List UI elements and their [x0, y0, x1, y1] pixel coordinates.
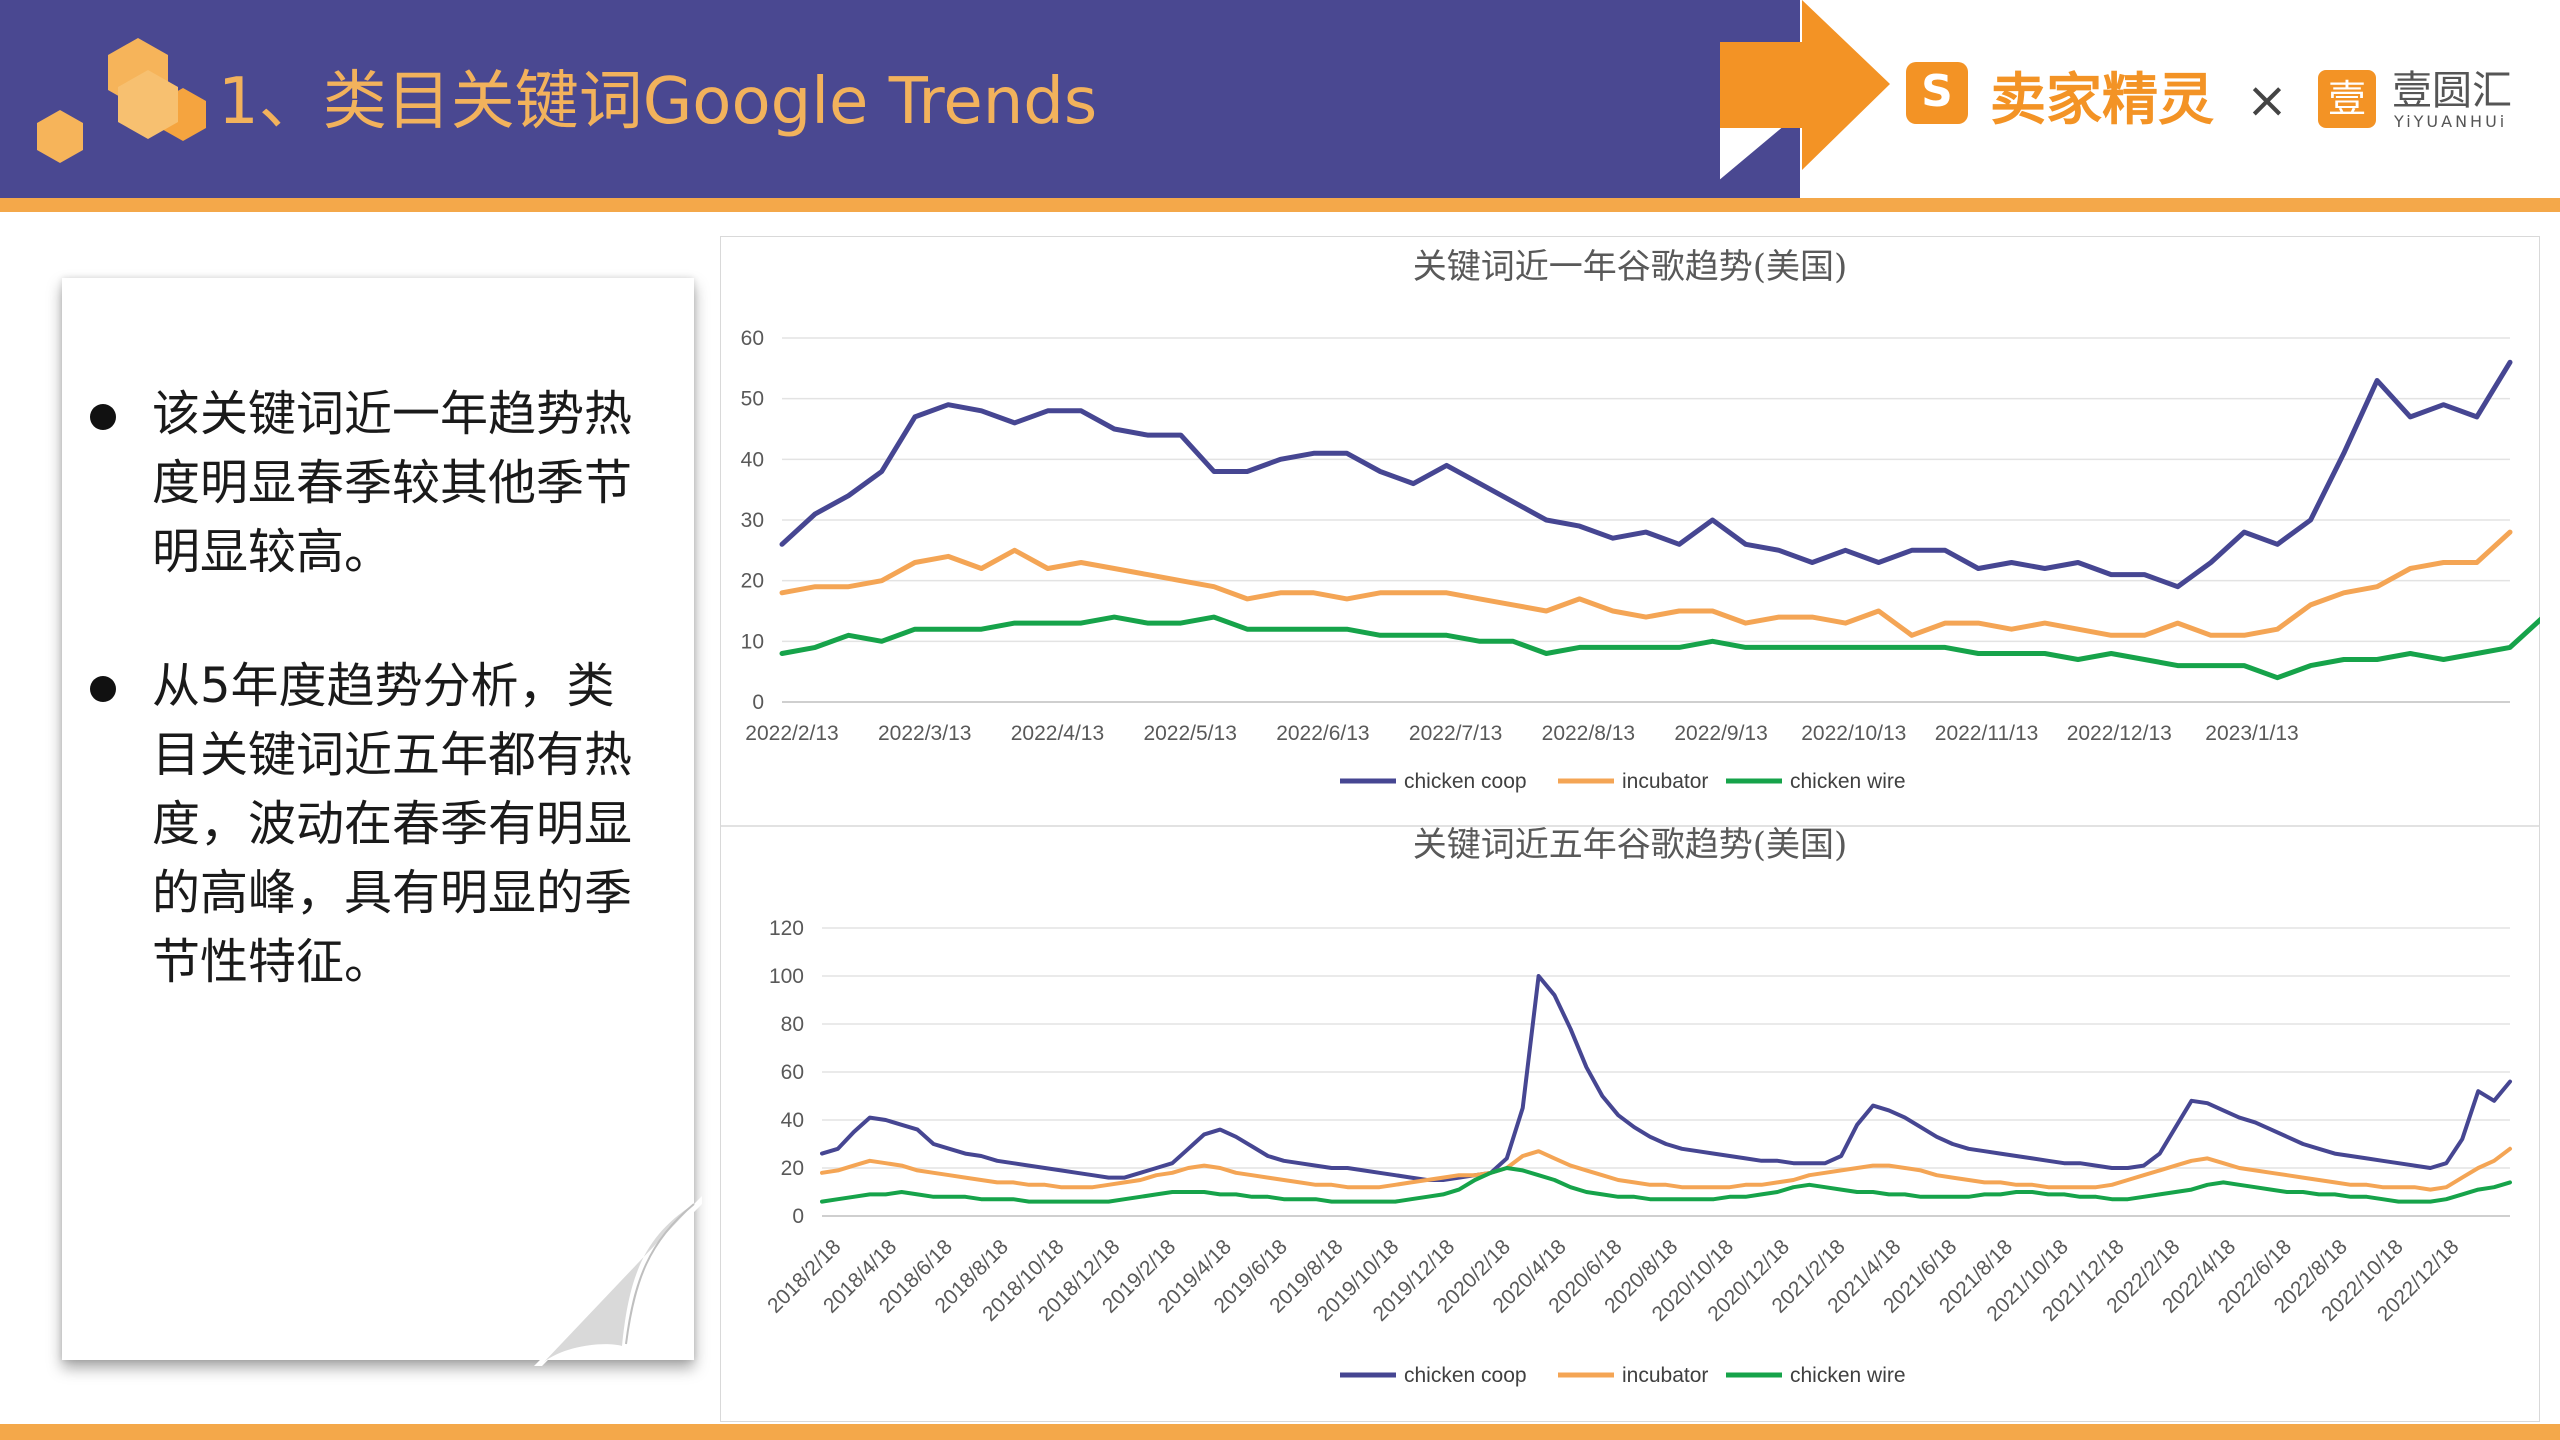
series-line — [779, 359, 2513, 590]
bullet-item: 从5年度趋势分析，类 目关键词近五年都有热 度，波动在春季有明显 的高峰，具有明显的季… — [90, 652, 650, 997]
y-tick-label: 100 — [769, 965, 804, 988]
bullet-text-line: 的高峰，具有明显的季 — [152, 865, 633, 921]
legend-label: chicken coop — [1404, 1364, 1527, 1387]
x-tick-label: 2022/7/13 — [1409, 722, 1502, 745]
y-tick-label: 50 — [741, 388, 764, 411]
series-line — [820, 974, 2512, 1182]
y-tick-label: 60 — [781, 1061, 804, 1084]
bullet-text-line: 从5年度趋势分析，类 — [152, 658, 615, 714]
charts-svg: 关键词近一年谷歌趋势(美国) 0 10 20 30 40 50 60 2022/2/13 2022… — [720, 247, 2540, 1387]
x-tick-label: 2022/2/13 — [745, 722, 838, 745]
legend-label: incubator — [1622, 1364, 1708, 1387]
bullet-text-line: 节性特征。 — [152, 934, 393, 990]
legend-label: chicken wire — [1790, 770, 1906, 793]
footer-accent-strip — [0, 1424, 2560, 1440]
x-tick-label: 2022/6/13 — [1276, 722, 1369, 745]
x-tick-label: 2022/10/13 — [1801, 722, 1906, 745]
series-line — [779, 529, 2513, 638]
bullet-text-line: 明显较高。 — [152, 524, 393, 580]
y-tick-label: 30 — [741, 509, 764, 532]
x-tick-label: 2022/4/13 — [1011, 722, 1104, 745]
y-tick-label: 10 — [741, 630, 764, 653]
x-tick-label: 2022/11/13 — [1935, 722, 2039, 745]
x-tick-label: 2023/1/13 — [2205, 722, 2298, 745]
bullet-dot-icon — [90, 404, 116, 430]
chart-title: 关键词近一年谷歌趋势(美国) — [1413, 247, 1848, 287]
x-tick-label: 2022/9/13 — [1674, 722, 1767, 745]
brand-icon-sellersprite — [1906, 62, 1968, 124]
bullet-item: 该关键词近一年趋势热 度明显春季较其他季节 明显较高。 — [90, 380, 650, 587]
bullet-dot-icon — [90, 676, 116, 702]
legend-label: incubator — [1622, 770, 1708, 793]
brand-secondary-name: 壹圆汇 — [2392, 68, 2512, 114]
y-tick-label: 0 — [792, 1205, 804, 1228]
brand-cross: × — [2246, 71, 2288, 129]
brand-primary-name: 卖家精灵 — [1990, 68, 2214, 133]
brand-secondary-sub: YiYUANHUi — [2394, 112, 2508, 131]
x-tick-label: 2022/8/13 — [1542, 722, 1635, 745]
series-line — [820, 1166, 2512, 1204]
x-tick-label: 2022/3/13 — [878, 722, 971, 745]
bullet-text-line: 该关键词近一年趋势热 — [152, 386, 633, 442]
bullet-text-line: 目关键词近五年都有热 — [152, 727, 633, 783]
chart-title: 关键词近五年谷歌趋势(美国) — [1413, 825, 1848, 865]
y-tick-label: 40 — [741, 448, 764, 471]
header-band — [0, 0, 1800, 198]
x-tick-label: 2022/5/13 — [1143, 722, 1236, 745]
x-tick-label: 2022/12/13 — [2067, 722, 2172, 745]
y-tick-label: 20 — [741, 570, 764, 593]
series-line — [779, 614, 2540, 681]
page-curl-icon — [534, 1196, 702, 1366]
brand-area: S — [1720, 0, 1968, 180]
page-title: 1、类目关键词Google Trends — [218, 65, 1098, 139]
hexagon-logo-icon — [37, 38, 206, 163]
y-tick-label: 20 — [781, 1157, 804, 1180]
brand-icon-yiyuanhui: 壹 — [2318, 70, 2376, 128]
chart-frame — [720, 236, 2540, 1422]
y-tick-label: 40 — [781, 1109, 804, 1132]
legend-label: chicken wire — [1790, 1364, 1906, 1387]
header-accent-strip — [0, 198, 2560, 212]
y-tick-label: 80 — [781, 1013, 804, 1036]
bullet-text-line: 度，波动在春季有明显 — [152, 796, 633, 852]
note-card — [62, 278, 694, 1360]
y-tick-label: 120 — [769, 917, 804, 940]
svg-text:S: S — [1921, 66, 1953, 117]
legend-label: chicken coop — [1404, 770, 1527, 793]
series-line — [820, 1146, 2512, 1192]
bullet-text-line: 度明显春季较其他季节 — [152, 455, 633, 511]
y-tick-label: 0 — [752, 691, 764, 714]
arrow-right-icon — [1720, 0, 1890, 170]
y-tick-label: 60 — [741, 327, 764, 350]
